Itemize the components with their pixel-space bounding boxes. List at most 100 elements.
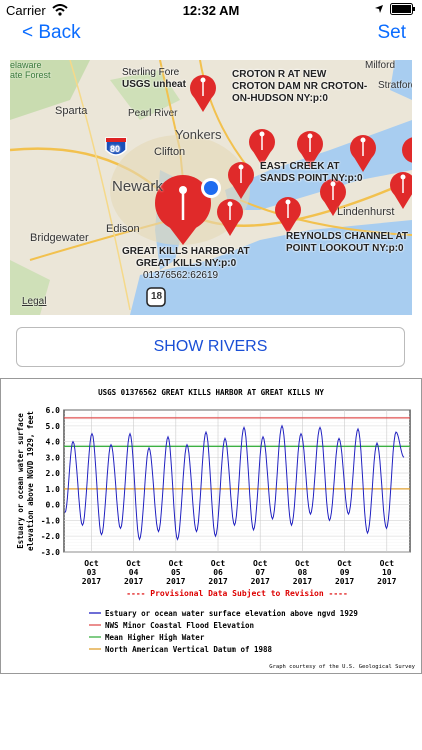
legend-label: Estuary or ocean water surface elevation…	[105, 609, 358, 618]
x-tick-month: Oct	[337, 559, 352, 568]
place-label: Newark	[112, 178, 163, 195]
x-tick-day: 07	[255, 568, 265, 577]
map-pin[interactable]	[402, 137, 412, 163]
status-bar: Carrier 12:32 AM	[0, 0, 422, 22]
map-pin[interactable]	[217, 199, 243, 236]
x-tick-day: 05	[171, 568, 181, 577]
station-label: GREAT KILLS HARBOR AT	[122, 246, 250, 257]
y-tick-label: -3.0	[41, 548, 60, 557]
x-tick-year: 2017	[377, 577, 396, 586]
chart-title: USGS 01376562 GREAT KILLS HARBOR AT GREA…	[98, 388, 324, 397]
map-pin[interactable]	[190, 75, 216, 112]
x-tick-year: 2017	[251, 577, 270, 586]
y-axis-label: Estuary or ocean water surface	[16, 413, 25, 549]
carrier-label: Carrier	[6, 3, 46, 18]
map-pin[interactable]	[390, 172, 412, 209]
place-label: elaware	[10, 60, 42, 70]
y-tick-label: 1.0	[46, 485, 61, 494]
x-tick-month: Oct	[380, 559, 395, 568]
selected-map-pin[interactable]	[155, 175, 211, 245]
x-tick-year: 2017	[208, 577, 227, 586]
legend-label: Mean Higher High Water	[105, 633, 205, 642]
x-tick-month: Oct	[84, 559, 99, 568]
route-18-icon	[146, 287, 166, 307]
map-pin[interactable]	[249, 129, 275, 166]
place-label: Sparta	[55, 105, 88, 117]
map-pin[interactable]	[320, 179, 346, 216]
map-pin[interactable]	[297, 131, 323, 168]
back-button[interactable]: < Back	[22, 22, 81, 43]
legal-link[interactable]: Legal	[22, 296, 47, 307]
credit-text: Graph courtesy of the U.S. Geological Su…	[269, 664, 415, 670]
legend-label: NWS Minor Coastal Flood Elevation	[105, 621, 254, 630]
user-location-icon	[201, 178, 221, 198]
station-label: GREAT KILLS NY:p:0	[136, 258, 237, 269]
x-tick-day: 03	[87, 568, 97, 577]
plot-frame	[63, 409, 411, 553]
interstate-80-icon	[105, 137, 127, 156]
clock: 12:32 AM	[182, 3, 240, 18]
route-18-label: 18	[151, 291, 163, 302]
x-tick-month: Oct	[126, 559, 141, 568]
show-rivers-button[interactable]: SHOW RIVERS	[16, 327, 405, 367]
y-tick-label: 0.0	[46, 501, 61, 510]
y-tick-label: 2.0	[46, 469, 61, 478]
x-tick-year: 2017	[293, 577, 312, 586]
water-level-graph: USGS 01376562 GREAT KILLS HARBOR AT GREA…	[0, 378, 422, 674]
place-label: Lindenhurst	[337, 206, 395, 218]
interstate-80-label: 80	[110, 144, 121, 154]
provisional-note: ---- Provisional Data Subject to Revisio…	[126, 588, 348, 598]
y-tick-label: 3.0	[46, 453, 61, 462]
x-tick-year: 2017	[335, 577, 354, 586]
x-tick-month: Oct	[169, 559, 184, 568]
y-tick-label: 6.0	[46, 406, 61, 415]
place-label: Clifton	[154, 146, 186, 158]
y-axis-label: elevation above NGVD 1929, feet	[26, 411, 35, 551]
x-tick-year: 2017	[166, 577, 185, 586]
x-tick-month: Oct	[211, 559, 226, 568]
set-button[interactable]: Set	[377, 22, 406, 43]
place-label: Stratford	[378, 80, 412, 91]
x-tick-day: 08	[298, 568, 308, 577]
y-tick-label: -1.0	[41, 516, 60, 525]
y-tick-label: 4.0	[46, 438, 61, 447]
station-label: Sterling Fore	[122, 67, 180, 78]
place-label: Milford	[365, 60, 396, 71]
place-label: Bridgewater	[30, 232, 89, 244]
legend-label: North American Vertical Datum of 1988	[105, 645, 273, 654]
station-label: 01376562:62619	[143, 270, 219, 281]
x-tick-year: 2017	[82, 577, 101, 586]
x-tick-month: Oct	[295, 559, 310, 568]
station-label: SANDS POINT NY:p:0	[260, 173, 363, 184]
wifi-icon	[52, 4, 68, 16]
status-icons	[374, 3, 416, 15]
nav-bar: < Back Set	[0, 22, 422, 58]
map-view[interactable]: 80 18 elaware ate Forest Sparta Pearl Ri…	[10, 60, 412, 315]
x-tick-day: 06	[213, 568, 223, 577]
location-icon	[375, 5, 383, 13]
x-tick-day: 09	[340, 568, 350, 577]
y-tick-label: 5.0	[46, 422, 61, 431]
x-tick-year: 2017	[124, 577, 143, 586]
map-pins	[105, 75, 412, 307]
place-label: Edison	[106, 223, 140, 235]
tide-series-line	[64, 424, 405, 541]
x-tick-day: 04	[129, 568, 139, 577]
map-pin[interactable]	[275, 197, 301, 234]
station-label: POINT LOOKOUT NY:p:0	[286, 243, 404, 254]
map-pin[interactable]	[350, 135, 376, 172]
place-label: ate Forest	[10, 70, 51, 80]
place-label: Yonkers	[175, 127, 222, 142]
station-label: REYNOLDS CHANNEL AT	[286, 231, 409, 242]
y-tick-label: -2.0	[41, 532, 60, 541]
station-label: CROTON R AT NEW	[232, 69, 327, 80]
station-label: CROTON DAM NR CROTON-	[232, 81, 368, 92]
place-label: Pearl River	[128, 108, 178, 119]
station-label: USGS unheat	[122, 79, 186, 90]
battery-icon	[390, 3, 415, 15]
x-tick-month: Oct	[253, 559, 268, 568]
station-label: EAST CREEK AT	[260, 161, 340, 172]
chart-canvas: USGS 01376562 GREAT KILLS HARBOR AT GREA…	[16, 388, 416, 670]
map-pin[interactable]	[228, 162, 254, 199]
station-label: ON-HUDSON NY:p:0	[232, 93, 328, 104]
